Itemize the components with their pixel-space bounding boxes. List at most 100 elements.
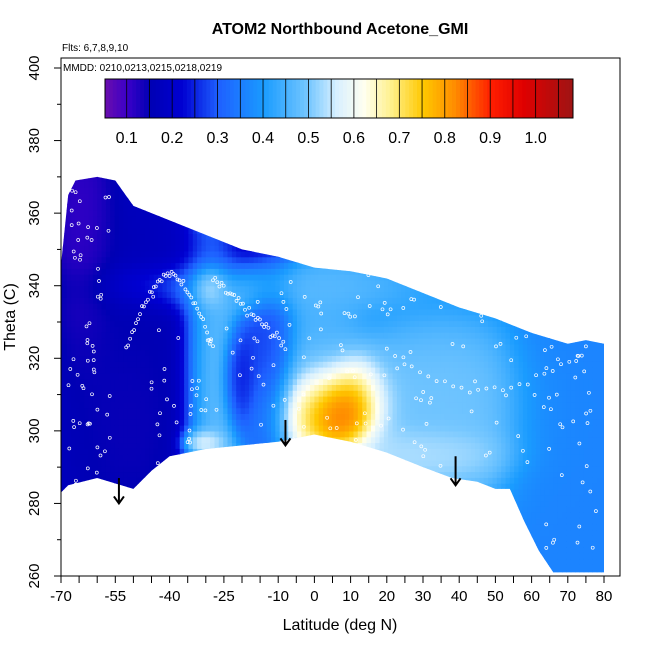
heatmap-cell xyxy=(210,216,215,223)
heatmap-cell xyxy=(227,320,233,327)
heatmap-cell xyxy=(266,262,272,269)
heatmap-cell xyxy=(188,465,194,473)
heatmap-cell xyxy=(97,407,103,414)
heatmap-cell xyxy=(310,250,315,258)
heatmap-cell xyxy=(301,187,307,194)
heatmap-cell xyxy=(249,407,255,414)
heatmap-cell xyxy=(140,552,146,560)
heatmap-cell xyxy=(279,430,285,438)
heatmap-cell xyxy=(236,198,242,205)
heatmap-cell xyxy=(106,170,111,176)
heatmap-cell xyxy=(297,494,302,502)
heatmap-cell xyxy=(214,535,220,542)
heatmap-cell xyxy=(266,425,272,432)
heatmap-cell xyxy=(340,239,346,246)
heatmap-cell xyxy=(192,245,198,252)
heatmap-cell xyxy=(223,210,229,217)
heatmap-cell xyxy=(253,274,259,281)
heatmap-cell xyxy=(149,558,155,565)
heatmap-cell xyxy=(231,227,237,235)
heatmap-cell xyxy=(318,384,324,391)
heatmap-cell xyxy=(79,367,85,374)
heatmap-cell xyxy=(344,181,350,188)
heatmap-cell xyxy=(266,512,272,519)
heatmap-cell xyxy=(240,216,246,223)
heatmap-cell xyxy=(262,477,268,484)
heatmap-cell xyxy=(105,233,111,240)
heatmap-cell xyxy=(79,291,85,298)
heatmap-cell xyxy=(266,233,272,240)
heatmap-cell xyxy=(275,176,281,182)
heatmap-cell xyxy=(357,332,363,339)
heatmap-cell xyxy=(123,459,129,467)
heatmap-cell xyxy=(75,262,81,269)
heatmap-cell xyxy=(257,245,263,252)
heatmap-cell xyxy=(66,430,72,438)
heatmap-cell xyxy=(257,512,263,519)
heatmap-cell xyxy=(158,216,163,223)
heatmap-cell xyxy=(171,216,176,223)
heatmap-cell xyxy=(88,500,94,507)
heatmap-cell xyxy=(214,390,220,397)
heatmap-cell xyxy=(214,419,220,426)
heatmap-cell xyxy=(284,372,289,380)
heatmap-cell xyxy=(305,326,311,333)
heatmap-cell xyxy=(236,413,242,420)
heatmap-cell xyxy=(275,425,281,432)
heatmap-cell xyxy=(253,332,259,339)
heatmap-cell xyxy=(171,448,176,455)
heatmap-cell xyxy=(271,256,276,264)
heatmap-cell xyxy=(66,256,72,264)
heatmap-cell xyxy=(192,465,198,473)
heatmap-cell xyxy=(105,187,111,194)
heatmap-cell xyxy=(127,372,133,380)
heatmap-cell xyxy=(97,396,103,403)
heatmap-cell xyxy=(145,500,150,507)
heatmap-cell xyxy=(331,216,337,223)
heatmap-cell xyxy=(305,332,311,339)
heatmap-cell xyxy=(257,279,263,287)
heatmap-cell xyxy=(171,303,176,310)
heatmap-cell xyxy=(340,367,346,374)
heatmap-cell xyxy=(331,308,337,316)
heatmap-cell xyxy=(92,239,98,246)
heatmap-cell xyxy=(231,181,237,188)
heatmap-cell xyxy=(62,176,68,182)
heatmap-cell xyxy=(101,471,107,478)
heatmap-cell xyxy=(297,552,302,560)
heatmap-cell xyxy=(257,454,263,461)
heatmap-cell xyxy=(118,558,124,565)
heatmap-cell xyxy=(61,303,63,310)
heatmap-cell xyxy=(349,170,354,176)
heatmap-cell xyxy=(288,367,294,374)
heatmap-cell xyxy=(231,529,237,536)
heatmap-cell xyxy=(149,372,155,380)
heatmap-cell xyxy=(331,483,337,490)
heatmap-cell xyxy=(162,396,168,403)
heatmap-cell xyxy=(310,320,315,327)
heatmap-cell xyxy=(92,535,98,542)
heatmap-cell xyxy=(292,558,298,565)
heatmap-cell xyxy=(244,407,250,414)
heatmap-cell xyxy=(349,372,355,380)
heatmap-cell xyxy=(127,477,133,484)
heatmap-cell xyxy=(244,488,250,496)
heatmap-cell xyxy=(214,308,220,316)
heatmap-cell xyxy=(101,268,107,275)
heatmap-cell xyxy=(184,523,189,531)
heatmap-cell xyxy=(171,459,176,467)
heatmap-cell xyxy=(357,477,363,484)
heatmap-cell xyxy=(88,367,94,374)
heatmap-cell xyxy=(353,343,359,351)
heatmap-cell xyxy=(240,535,246,542)
heatmap-cell xyxy=(101,494,107,502)
heatmap-cell xyxy=(158,262,163,269)
heatmap-cell xyxy=(218,390,224,397)
heatmap-cell xyxy=(88,227,94,235)
heatmap-cell xyxy=(240,500,246,507)
heatmap-cell xyxy=(62,181,68,188)
heatmap-cell xyxy=(236,355,242,362)
heatmap-cell xyxy=(118,216,124,223)
heatmap-cell xyxy=(301,314,307,322)
heatmap-cell xyxy=(166,419,172,426)
